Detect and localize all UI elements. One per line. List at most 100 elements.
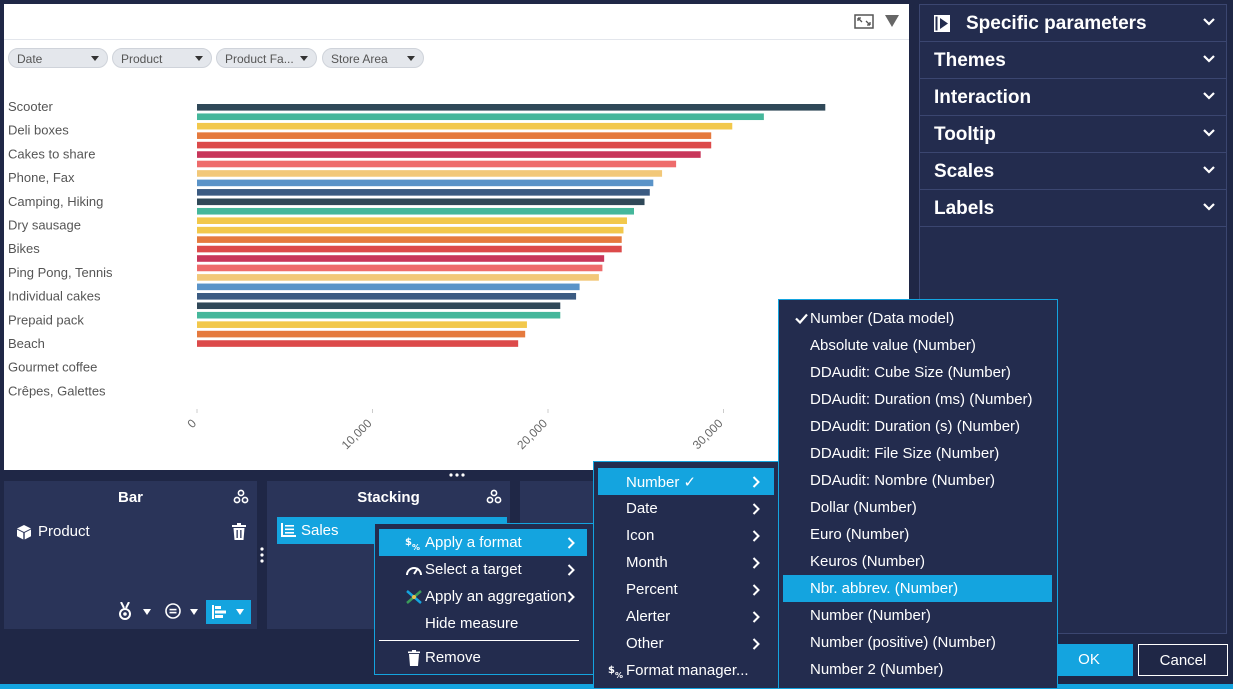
number-format-item[interactable]: DDAudit: Cube Size (Number) [783,359,1052,386]
cancel-button[interactable]: Cancel [1138,644,1228,676]
bar[interactable] [197,321,527,328]
check-icon [795,313,808,324]
number-format-item[interactable]: Euro (Number) [783,521,1052,548]
chevron-down-icon [1203,203,1215,211]
bar[interactable] [197,160,677,168]
bar[interactable] [197,245,622,253]
number-format-item[interactable]: Number (Number) [783,602,1052,629]
menu-remove[interactable]: Remove [379,644,587,671]
section-tooltip[interactable]: Tooltip [920,116,1226,153]
chart-menu-icon[interactable] [885,15,899,27]
menu-label: Icon [626,527,655,544]
format-icon-item[interactable]: Icon [598,522,774,549]
number-format-item[interactable]: Dollar (Number) [783,494,1052,521]
bar-zone-title: Bar [117,489,143,506]
format-date[interactable]: Date [598,495,774,522]
filter-product-label: Product [121,52,163,66]
bar[interactable] [197,132,712,139]
category-label: Deli boxes [8,123,69,138]
trash-icon[interactable] [232,523,246,540]
chevron-down-icon[interactable] [143,609,151,615]
category-label: Dry sausage [8,218,81,233]
number-format-item[interactable]: Absolute value (Number) [783,332,1052,359]
menu-apply-format[interactable]: $% Apply a format [379,529,587,556]
bar[interactable] [197,198,645,206]
bar[interactable] [197,293,577,300]
bar[interactable] [197,113,764,121]
format-month[interactable]: Month [598,549,774,576]
bar[interactable] [197,302,561,310]
filter-equal-icon[interactable] [165,603,181,619]
number-format-item[interactable]: Number (positive) (Number) [783,629,1052,656]
bar[interactable] [197,274,599,281]
number-format-item[interactable]: DDAudit: Nombre (Number) [783,467,1052,494]
format-manager[interactable]: $% Format manager... [598,657,774,684]
bar[interactable] [197,255,605,262]
section-labels[interactable]: Labels [920,190,1226,227]
filter-store-area[interactable]: Store Area [322,48,424,68]
filter-product-family[interactable]: Product Fa... [216,48,317,68]
bar[interactable] [197,207,634,215]
format-other[interactable]: Other [598,630,774,657]
menu-hide-measure[interactable]: Hide measure [379,610,587,637]
number-format-item[interactable]: DDAudit: File Size (Number) [783,440,1052,467]
x-tick-label: 10,000 [339,416,375,452]
filter-date[interactable]: Date [8,48,108,68]
number-format-item[interactable]: Number 2 (Number) [783,656,1052,683]
section-label: Specific parameters [966,13,1147,34]
resize-handle-icon[interactable] [260,547,264,563]
section-scales[interactable]: Scales [920,153,1226,190]
number-format-data-model[interactable]: Number (Data model) [783,305,1052,332]
settings-icon[interactable] [233,489,249,505]
resize-handle-icon[interactable] [449,473,465,477]
bar[interactable] [197,340,519,347]
chevron-down-icon[interactable] [190,609,198,615]
dimension-product[interactable]: Product [16,523,90,540]
bar[interactable] [197,104,826,111]
section-label: Tooltip [934,124,996,145]
bar[interactable] [197,283,580,291]
format-percent[interactable]: Percent [598,576,774,603]
bar-chart: Scooter Deli boxes Cakes to share Phone, Fa… [8,99,826,452]
settings-icon[interactable] [486,489,502,505]
category-label: Phone, Fax [8,170,75,185]
bar[interactable] [197,170,663,177]
bar[interactable] [197,311,561,319]
format-number[interactable]: Number ✓ [598,468,774,495]
menu-select-target[interactable]: Select a target [379,556,587,583]
medal-icon[interactable] [118,602,132,620]
bar[interactable] [197,179,654,187]
bar[interactable] [197,330,526,338]
bar[interactable] [197,189,650,196]
format-alerter[interactable]: Alerter [598,603,774,630]
bar-zone: Bar Product [4,481,257,629]
menu-label: Number (positive) (Number) [810,634,996,651]
section-themes[interactable]: Themes [920,42,1226,79]
ok-button[interactable]: OK [1045,644,1133,676]
filter-product[interactable]: Product [112,48,212,68]
number-format-item[interactable]: DDAudit: Duration (s) (Number) [783,413,1052,440]
bar[interactable] [197,122,733,130]
menu-label: Percent [626,581,678,598]
sort-button[interactable] [206,600,251,624]
number-format-item-selected[interactable]: Nbr. abbrev. (Number) [783,575,1052,602]
bar[interactable] [197,264,603,272]
section-specific-parameters[interactable]: Specific parameters [920,5,1226,42]
menu-divider [379,640,579,641]
number-format-item[interactable]: DDAudit: Duration (ms) (Number) [783,386,1052,413]
bar[interactable] [197,217,627,224]
chevron-down-icon [195,56,203,61]
section-interaction[interactable]: Interaction [920,79,1226,116]
bar[interactable] [197,236,622,243]
bar[interactable] [197,141,712,149]
number-format-item[interactable]: Keuros (Number) [783,548,1052,575]
menu-label: Keuros (Number) [810,553,926,570]
menu-apply-aggregation[interactable]: Apply an aggregation [379,583,587,610]
bar[interactable] [197,226,624,234]
bar[interactable] [197,151,701,158]
expand-icon[interactable] [854,14,874,29]
menu-label: DDAudit: Duration (ms) (Number) [810,391,1033,408]
category-label: Prepaid pack [8,312,84,327]
chevron-right-icon [752,503,760,515]
chevron-right-icon [752,638,760,650]
